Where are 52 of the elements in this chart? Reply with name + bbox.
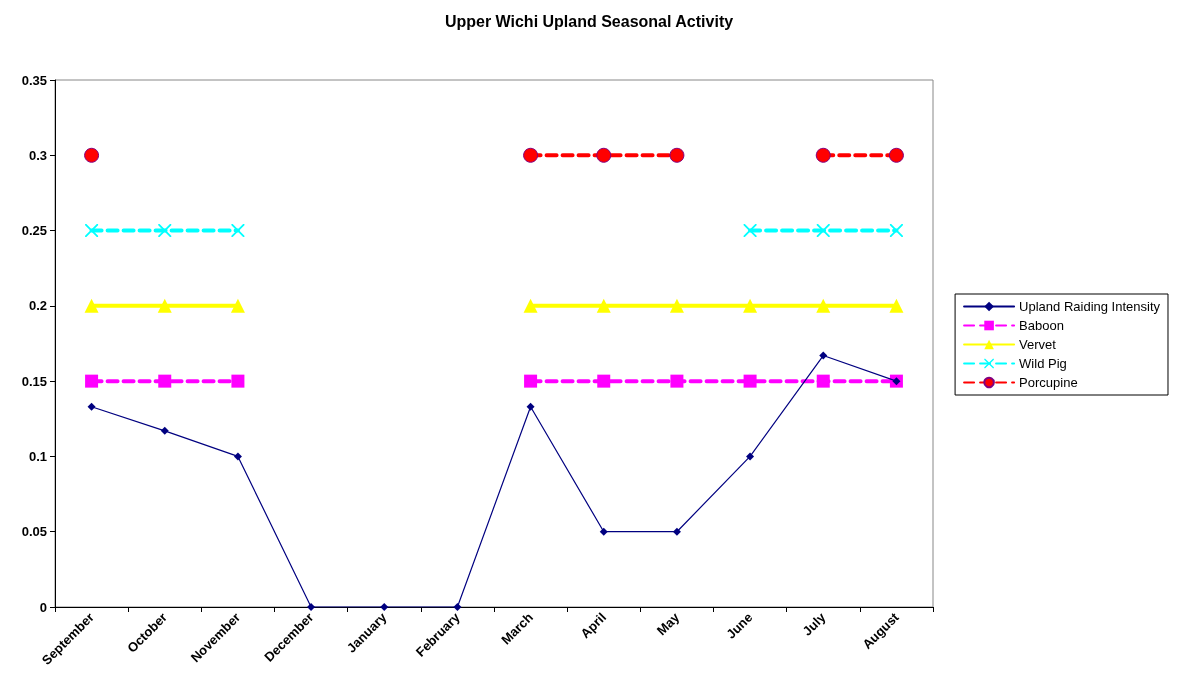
y-tick-label: 0.1 xyxy=(28,448,47,464)
point xyxy=(743,374,757,388)
y-tick-label: 0 xyxy=(39,599,47,615)
point xyxy=(231,374,245,388)
point xyxy=(523,298,538,313)
point xyxy=(526,402,535,411)
point xyxy=(670,374,684,388)
point xyxy=(84,298,99,313)
point xyxy=(819,351,828,360)
y-tick-label: 0.05 xyxy=(21,524,47,540)
point xyxy=(599,527,608,536)
point xyxy=(889,224,903,238)
point xyxy=(453,603,462,611)
point xyxy=(160,426,169,435)
point xyxy=(157,298,172,313)
legend-label: Vervet xyxy=(1019,337,1057,352)
y-tick-label: 0.25 xyxy=(21,223,47,239)
point xyxy=(746,452,755,461)
point xyxy=(85,224,99,238)
y-tick-label: 0.35 xyxy=(21,72,47,88)
legend-label: Upland Raiding Intensity xyxy=(1019,299,1161,314)
point xyxy=(815,147,831,163)
point xyxy=(158,224,172,238)
y-tick-label: 0.15 xyxy=(21,373,47,389)
point xyxy=(233,452,242,461)
point xyxy=(307,603,316,611)
point xyxy=(672,527,681,536)
point xyxy=(597,374,611,388)
point xyxy=(523,147,539,163)
point xyxy=(380,603,389,611)
point xyxy=(158,374,172,388)
point xyxy=(596,147,612,163)
point xyxy=(230,298,245,313)
point xyxy=(524,374,538,388)
point xyxy=(888,147,904,163)
legend-label: Baboon xyxy=(1019,318,1064,333)
chart-title: Upper Wichi Upland Seasonal Activity xyxy=(444,12,734,30)
point xyxy=(669,147,685,163)
point xyxy=(85,374,99,388)
legend-label: Wild Pig xyxy=(1019,356,1067,371)
point xyxy=(87,402,96,411)
point xyxy=(816,298,831,313)
y-tick-label: 0.3 xyxy=(28,147,47,163)
point xyxy=(889,298,904,313)
legend-label: Porcupine xyxy=(1019,375,1078,390)
point xyxy=(816,224,830,238)
point xyxy=(596,298,611,313)
point xyxy=(669,298,684,313)
point xyxy=(84,147,100,163)
point xyxy=(816,374,830,388)
y-tick-label: 0.2 xyxy=(28,298,47,314)
point xyxy=(743,298,758,313)
